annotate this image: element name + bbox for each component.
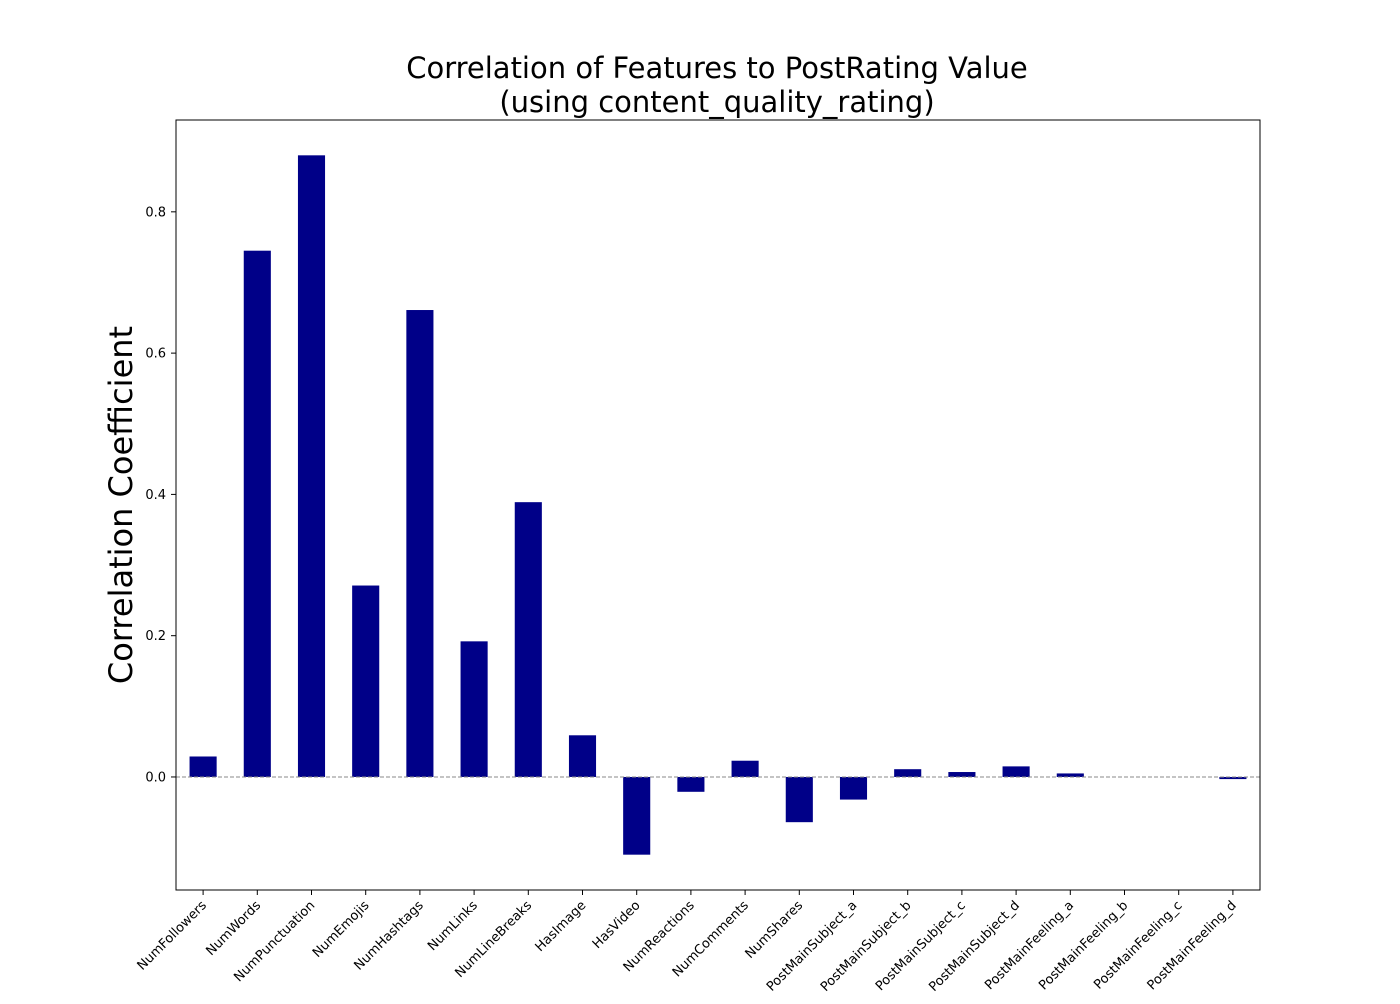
- x-tick-label-numlinks: NumLinks: [425, 898, 481, 954]
- bar-numreactions: [677, 776, 705, 792]
- x-axis-ticks: NumFollowersNumWordsNumPunctuationNumEmo…: [135, 890, 1240, 995]
- bar-numpunctuation: [297, 155, 326, 777]
- y-tick-label: 0.6: [145, 347, 166, 362]
- bar-numemojis: [352, 585, 380, 777]
- y-axis-ticks: 0.0 0.2 0.4 0.6 0.8: [145, 205, 176, 785]
- x-tick-label-hasimage: HasImage: [533, 898, 590, 955]
- chart-subtitle: (using content_quality_rating): [499, 85, 934, 119]
- bar-postmainfeeling_a: [1056, 773, 1084, 777]
- bar-numwords: [243, 250, 271, 777]
- bar-hasimage: [568, 735, 597, 777]
- y-axis-label: Correlation Coefficient: [102, 326, 140, 684]
- plot-frame: [175, 119, 1261, 891]
- bar-numhashtags: [406, 310, 434, 777]
- x-tick-label-postmainfeeling_a: PostMainFeeling_a: [982, 898, 1077, 993]
- y-tick-label: 0.0: [145, 770, 166, 785]
- bar-hasvideo: [623, 776, 651, 855]
- bar-postmainsubject_d: [1002, 766, 1030, 777]
- bar-numlinebreaks: [514, 502, 542, 777]
- y-tick-label: 0.4: [145, 488, 166, 503]
- x-tick-label-numfollowers: NumFollowers: [135, 898, 210, 973]
- bar-postmainsubject_a: [839, 776, 868, 800]
- bar-numcomments: [731, 760, 759, 777]
- bars-layer: [189, 155, 1247, 855]
- x-tick-label-hasvideo: HasVideo: [590, 898, 644, 952]
- bar-postmainsubject_b: [894, 769, 922, 777]
- bar-numfollowers: [189, 756, 217, 777]
- x-tick-label-postmainsubject_a: PostMainSubject_a: [764, 898, 860, 994]
- x-tick-label-postmainsubject_c: PostMainSubject_c: [873, 898, 969, 994]
- y-tick-label: 0.8: [145, 205, 166, 220]
- bar-postmainfeeling_d: [1219, 776, 1247, 780]
- x-tick-label-postmainfeeling_b: PostMainFeeling_b: [1036, 898, 1131, 993]
- bar-numlinks: [460, 641, 488, 777]
- x-tick-label-postmainsubject_d: PostMainSubject_d: [926, 898, 1023, 995]
- x-tick-label-postmainfeeling_d: PostMainFeeling_d: [1145, 898, 1240, 993]
- x-tick-label-postmainsubject_b: PostMainSubject_b: [818, 898, 915, 995]
- bar-numshares: [785, 776, 813, 823]
- bar-postmainsubject_c: [948, 772, 976, 777]
- y-tick-label: 0.2: [145, 629, 166, 644]
- chart-title: Correlation of Features to PostRating Va…: [406, 51, 1028, 85]
